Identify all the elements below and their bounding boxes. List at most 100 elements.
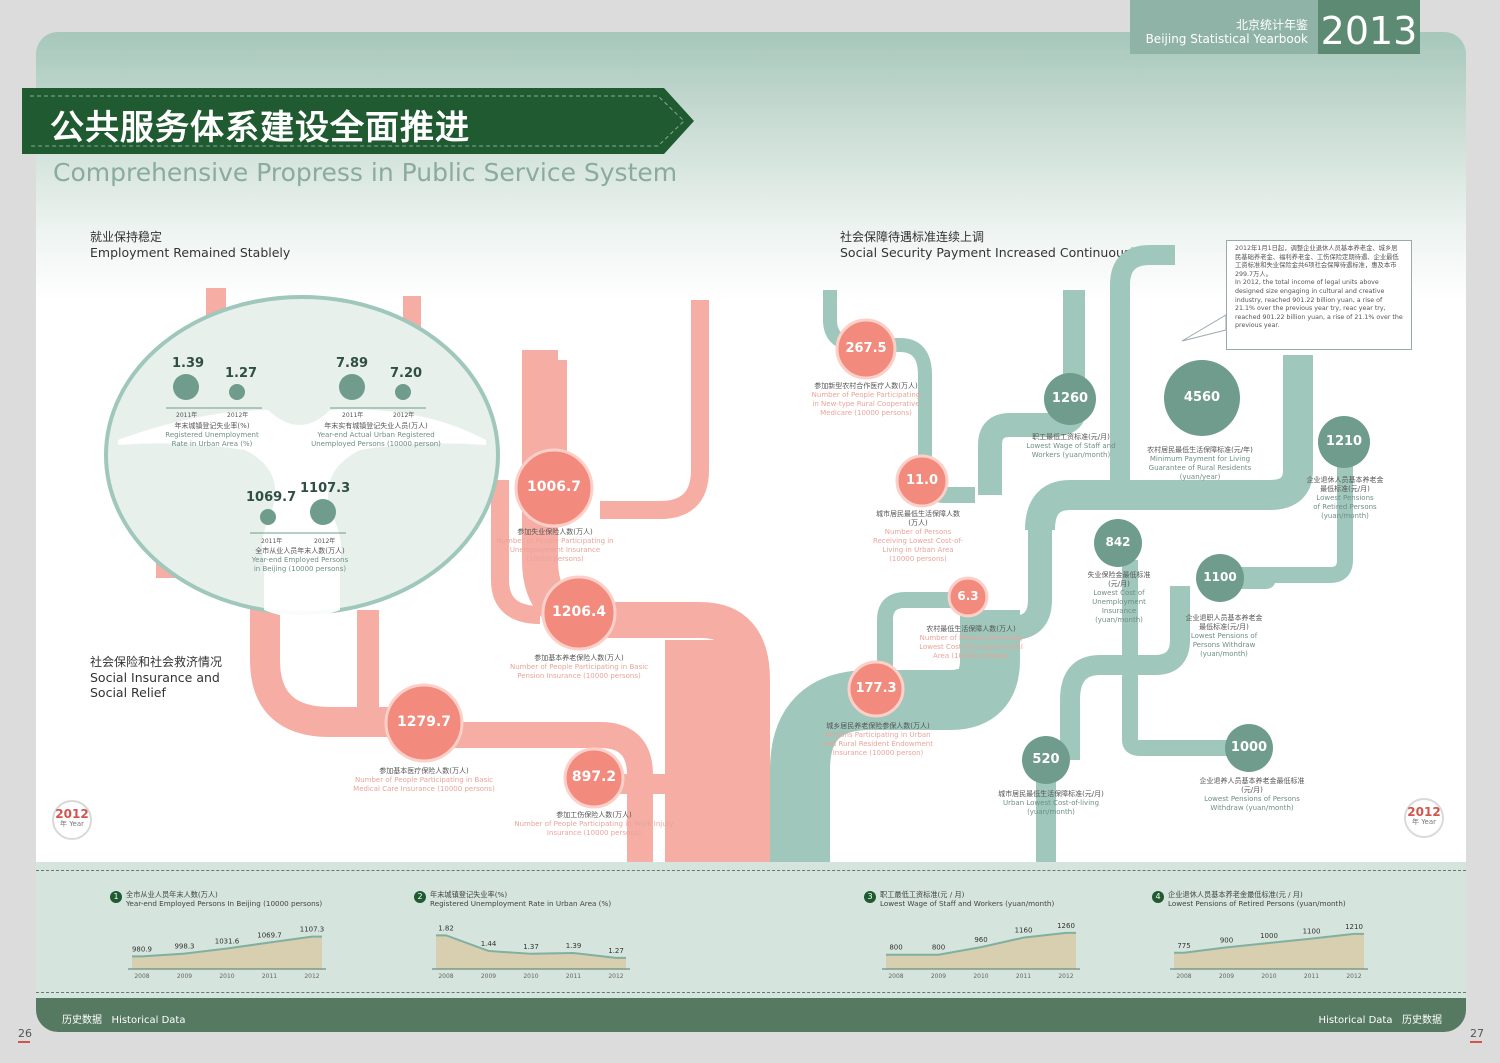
mini-x-tick: 2011: [1016, 973, 1031, 980]
section-insurance-en1: Social Insurance and: [90, 670, 220, 685]
dash-bottom: [36, 992, 1466, 993]
flow-graphic: [104, 245, 1370, 862]
mini-value-label: 1.39: [566, 942, 582, 950]
mini-value-label: 1000: [1260, 932, 1278, 940]
pink-bubble-label: 参加基本医疗保险人数(万人) Number of People Participa…: [353, 767, 495, 793]
footer-left: 历史数据 Historical Data: [62, 1015, 186, 1026]
mini-chart-index: 4: [1152, 891, 1164, 903]
mini-x-tick: 2008: [1176, 973, 1191, 980]
mini-value-label: 1.44: [481, 940, 497, 948]
mini-x-tick: 2008: [888, 973, 903, 980]
yearbook-year: 2013: [1318, 0, 1420, 54]
mini-x-tick: 2011: [262, 973, 277, 980]
historical-strip: [36, 862, 1466, 1000]
mini-chart-title: 年末城镇登记失业率(%) Registered Unemployment Rate…: [430, 890, 612, 908]
unemployed-label: 年末实有城镇登记失业人员(万人) Year-end Actual Urban R…: [311, 422, 441, 448]
yearbook-badge: 北京统计年鉴 Beijing Statistical Yearbook 2013: [1130, 0, 1420, 54]
mini-line: [886, 931, 1076, 956]
page-number-left: 26: [18, 1027, 32, 1043]
employed-label: 全市从业人员年末人数(万人) Year-end Employed Persons…: [251, 547, 349, 573]
pink-bubble-value: 897.2: [571, 769, 617, 785]
mini-chart-title: 职工最低工资标准(元 / 月) Lowest Wage of Staff and …: [880, 890, 1055, 908]
mini-chart-plot: 1.82 2008 1.44 2009 1.37 2010 1.39 2011 1.27 2012: [432, 924, 630, 980]
section-employment: 就业保持稳定 Employment Remained Stablely: [90, 228, 290, 260]
note-box: 2012年1月1日起，调整企业退休人员基本养老金、城乡居民基础养老金、福利养老金…: [1226, 240, 1412, 350]
employment-dots: [173, 374, 411, 525]
mini-x-tick: 2008: [134, 973, 149, 980]
mini-x-tick: 2011: [1304, 973, 1319, 980]
employed-2011-value: 1069.7: [246, 490, 297, 505]
pink-bubble-label: 参加新型农村合作医疗人数(万人) Number of People Partici…: [811, 382, 921, 417]
footer-right: Historical Data 历史数据: [1318, 1015, 1442, 1026]
unemployed-2011-value: 7.89: [336, 356, 369, 371]
mini-x-tick: 2010: [973, 973, 988, 980]
mini-x-tick: 2012: [1346, 973, 1361, 980]
section-insurance-cn: 社会保险和社会救济情况: [90, 655, 223, 669]
pink-bubble-label: 城市居民最低生活保障人数(万人) Number of Persons Receivi…: [873, 510, 963, 563]
pink-bubble-value: 1279.7: [396, 714, 452, 730]
rate-label: 年末城镇登记失业率(%) Registered Unemployment Rat…: [165, 422, 259, 448]
green-bubble-label: 农村居民最低生活保障标准(元/年) Minimum Payment for Liv…: [1147, 446, 1253, 481]
mini-value-label: 1.27: [608, 947, 624, 955]
green-bubble-label: 失业保险金最低标准(元/月) Lowest Cost of Unemploymen…: [1087, 571, 1151, 624]
mini-chart-title: 全市从业人员年末人数(万人) Year-end Employed Persons …: [126, 890, 323, 908]
mini-chart-plot: 800 2008 800 2009 960 2010 1160 2011 1260 2012: [882, 922, 1080, 980]
mini-line: [1174, 932, 1364, 954]
mini-x-tick: 2012: [608, 973, 623, 980]
green-bubble-label: 城市居民最低生活保障标准(元/月) Urban Lowest Cost-of-li…: [998, 790, 1104, 816]
section-employment-cn: 就业保持稳定: [90, 230, 163, 244]
pink-bubble-value: 267.5: [845, 340, 887, 356]
pink-bubble-value: 177.3: [855, 680, 897, 696]
section-insurance: 社会保险和社会救济情况 Social Insurance and Social …: [90, 653, 222, 700]
employed-2012-value: 1107.3: [300, 481, 351, 496]
pink-bubble-label: 参加工伤保险人数(万人) Number of People Participati…: [514, 811, 674, 837]
mini-value-label: 1069.7: [257, 932, 282, 940]
green-bubble-group: [1022, 360, 1370, 784]
section-social-security: 社会保障待遇标准连续上调 Social Security Payment Inc…: [840, 228, 1141, 260]
green-bubble-label: 企业退养人员基本养老金最低标准(元/月) Lowest Pensions of P…: [1199, 777, 1305, 812]
mini-value-label: 800: [932, 944, 945, 952]
title-ribbon: [22, 88, 694, 154]
mini-x-tick: 2009: [481, 973, 496, 980]
mini-area: [132, 936, 322, 969]
rate-year-2011: 2011年: [176, 412, 198, 419]
green-bubble-value: 1000: [1230, 739, 1268, 755]
mini-value-label: 1.82: [438, 924, 454, 932]
mini-line: [436, 934, 626, 959]
yearbook-en: Beijing Statistical Yearbook: [1145, 32, 1308, 46]
mini-x-tick: 2010: [523, 973, 538, 980]
mini-value-label: 1210: [1345, 923, 1363, 931]
mini-x-tick: 2012: [1058, 973, 1073, 980]
mini-value-label: 800: [889, 944, 902, 952]
mini-value-label: 775: [1177, 942, 1190, 950]
footer-bar: 历史数据 Historical Data Historical Data 历史数…: [36, 998, 1466, 1032]
rate-year-2012: 2012年: [227, 412, 249, 419]
pink-bubble-label: 参加基本养老保险人数(万人) Number of People Participa…: [509, 654, 649, 680]
note-en: In 2012, the total income of legal units…: [1235, 279, 1403, 330]
green-bubble-label: 企业退职人员基本养老金最低标准(元/月) Lowest Pensions of Pe…: [1185, 614, 1263, 658]
mini-chart-2: 2 年末城镇登记失业率(%) Registered Unemployment Rat…: [414, 880, 730, 990]
mini-chart-title: 企业退休人员基本养老金最低标准(元 / 月) Lowest Pensions of…: [1168, 890, 1346, 908]
pink-bubble-value: 6.3: [957, 589, 979, 603]
green-bubble-value: 1260: [1051, 390, 1089, 406]
mini-value-label: 1160: [1015, 927, 1033, 935]
mini-value-label: 960: [974, 936, 987, 944]
unemployed-year-2011: 2011年: [342, 412, 364, 419]
mini-x-tick: 2010: [219, 973, 234, 980]
rate-2012-value: 1.27: [225, 366, 258, 381]
dash-top: [36, 870, 1466, 871]
page-number-right: 27: [1470, 1027, 1484, 1043]
mini-chart-plot: 775 2008 900 2009 1000 2010 1100 2011 1210 2012: [1170, 923, 1368, 980]
green-bubble-label: 职工最低工资标准(元/月) Lowest Wage of Staff and Wor…: [1026, 433, 1116, 459]
mini-chart-index: 3: [864, 891, 876, 903]
section-social-security-en: Social Security Payment Increased Contin…: [840, 245, 1142, 260]
unemployed-2012-value: 7.20: [390, 366, 423, 381]
green-bubble-value: 1100: [1203, 570, 1237, 584]
mini-x-tick: 2009: [931, 973, 946, 980]
mini-chart-1: 1 全市从业人员年末人数(万人) Year-end Employed Persons…: [110, 880, 426, 990]
green-bubble-label: 企业退休人员基本养老金最低标准(元/月) Lowest Pensions of Re…: [1306, 476, 1384, 520]
pink-bubble-label: 农村最低生活保障人数(万人) Number of Persons Receivin…: [919, 625, 1023, 660]
pink-bubble-value: 1206.4: [551, 604, 607, 620]
note-cn: 2012年1月1日起，调整企业退休人员基本养老金、城乡居民基础养老金、福利养老金…: [1235, 245, 1399, 278]
mini-value-label: 980.9: [132, 945, 152, 953]
